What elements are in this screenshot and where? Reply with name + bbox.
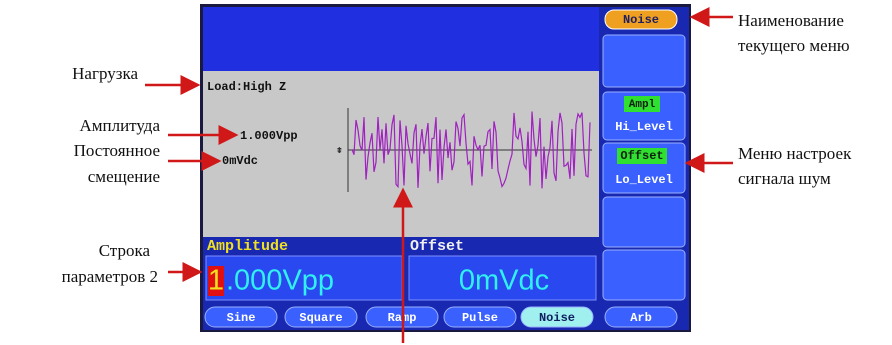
param-label: Offset: [410, 238, 464, 255]
wave-marker: ⇟: [336, 145, 343, 157]
annotation: Строка: [99, 241, 151, 260]
tab-label: Square: [299, 311, 342, 325]
amplitude-label: 1.000Vpp: [240, 129, 298, 143]
display-area: [203, 71, 599, 237]
menu-button[interactable]: [603, 250, 685, 300]
menu-button[interactable]: [603, 197, 685, 247]
param-value: .000Vpp: [226, 265, 334, 297]
annotation: сигнала шум: [738, 169, 831, 188]
offset-label: 0mVdc: [222, 154, 258, 168]
annotation: Наименование: [738, 11, 844, 30]
annotation: Амплитуда: [79, 116, 160, 135]
annotation: смещение: [88, 167, 160, 186]
annotation: параметров 2: [62, 267, 158, 286]
menu-item-top: Offset: [620, 149, 663, 163]
param-value: 0mVdc: [459, 265, 549, 297]
menu-item-top: Ampl: [629, 99, 656, 111]
param-label: Amplitude: [207, 238, 288, 255]
top-bar: [203, 7, 599, 71]
tab-label: Noise: [539, 311, 575, 325]
menu-item-bottom: Hi_Level: [615, 120, 673, 134]
tab-label: Pulse: [462, 311, 498, 325]
tab-label: Arb: [630, 311, 652, 325]
load-label: Load:High Z: [207, 80, 286, 94]
menu-title: Noise: [623, 13, 659, 27]
annotation: Меню настроек: [738, 144, 852, 163]
param-cursor: 1: [208, 265, 224, 297]
annotation: текущего меню: [738, 36, 850, 55]
annotation: Нагрузка: [72, 64, 138, 83]
page: Noise Ampl Hi_Level Offset Lo_Level Load…: [0, 0, 892, 345]
menu-button[interactable]: [603, 35, 685, 87]
tab-label: Sine: [227, 311, 256, 325]
annotation: Постоянное: [74, 141, 160, 160]
menu-item-bottom: Lo_Level: [615, 173, 673, 187]
